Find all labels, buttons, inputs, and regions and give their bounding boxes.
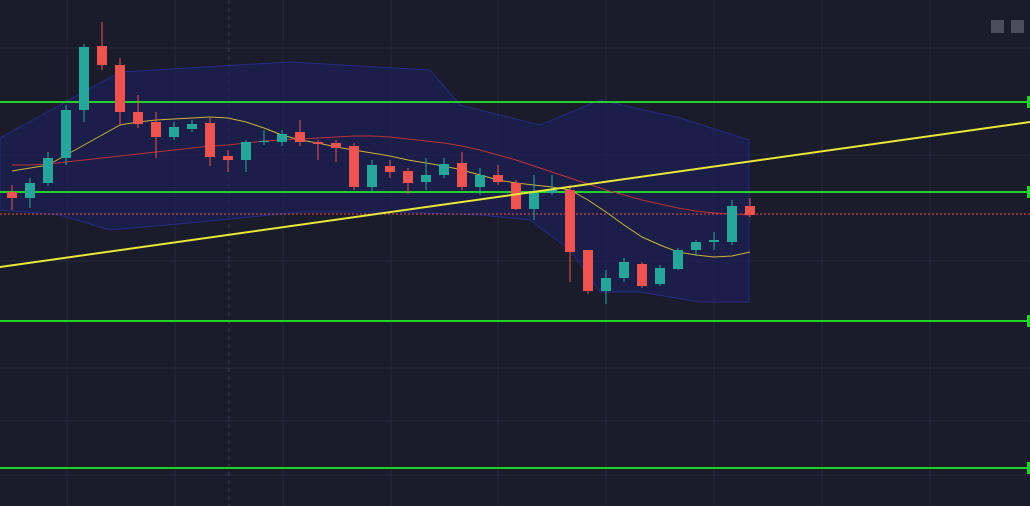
level-marker	[1027, 186, 1030, 198]
level-marker	[1027, 315, 1030, 327]
trendline	[0, 121, 1030, 268]
candle-body	[709, 240, 719, 242]
candle-body	[43, 158, 53, 183]
candle-body	[151, 122, 161, 137]
level-marker	[1027, 96, 1030, 108]
candle-body	[727, 206, 737, 242]
candle-body	[403, 171, 413, 183]
candle-body	[673, 250, 683, 269]
icon-button[interactable]	[991, 20, 1004, 33]
candle-body	[7, 192, 17, 198]
candle-body	[691, 242, 701, 250]
candle-body	[583, 250, 593, 291]
candle-body	[457, 163, 467, 187]
candle-body	[187, 124, 197, 129]
candle-body	[25, 183, 35, 198]
candle-body	[277, 134, 287, 142]
candle-body	[565, 190, 575, 252]
candle-body	[601, 278, 611, 291]
candle-body	[529, 193, 539, 209]
candle-body	[97, 46, 107, 65]
candle-body	[259, 141, 269, 142]
candle-body	[313, 142, 323, 144]
candle-body	[349, 146, 359, 187]
candle-body	[205, 123, 215, 157]
plot	[0, 22, 1030, 474]
candle-body	[619, 262, 629, 278]
candle-body	[367, 165, 377, 187]
candle-body	[331, 143, 341, 148]
candle-body	[169, 127, 179, 137]
candle-body	[493, 175, 503, 182]
moving-average	[12, 135, 751, 216]
candle-body	[475, 175, 485, 187]
candle-body	[61, 110, 71, 158]
candle-body	[115, 65, 125, 112]
candle-body	[295, 132, 305, 142]
candle-body	[637, 264, 647, 286]
candle-body	[421, 175, 431, 182]
candle-body	[79, 47, 89, 110]
candle-body	[511, 183, 521, 209]
candle-body	[241, 142, 251, 160]
candle-body	[547, 190, 557, 193]
candle-body	[655, 268, 665, 284]
candle-body	[439, 164, 449, 175]
level-marker	[1027, 462, 1030, 474]
icon-button[interactable]	[1011, 20, 1024, 33]
candle-body	[385, 166, 395, 172]
candle-body	[745, 206, 755, 215]
candle-body	[133, 112, 143, 124]
candle-body	[223, 156, 233, 160]
